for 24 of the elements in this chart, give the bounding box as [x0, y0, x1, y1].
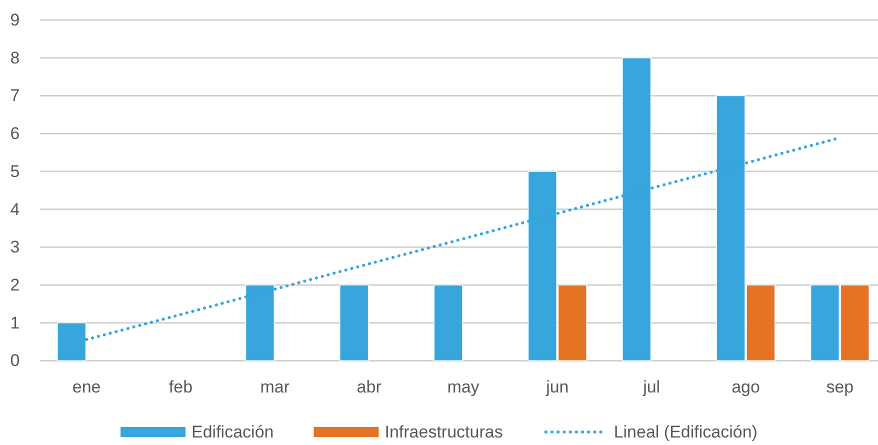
x-tick-label: mar [260, 378, 290, 396]
legend-label: Infraestructuras [384, 422, 503, 442]
x-tick-label: may [447, 378, 480, 396]
y-tick-label: 6 [10, 124, 20, 144]
bar [434, 284, 463, 362]
y-tick-label: 8 [10, 48, 20, 68]
y-tick-label: 1 [10, 313, 20, 332]
x-tick-label: jun [545, 378, 569, 396]
legend-label: Lineal (Edificación) [614, 422, 758, 442]
y-tick-label: 4 [10, 200, 20, 219]
x-tick-label: abr [356, 378, 382, 396]
x-tick-label: feb [168, 378, 193, 396]
bar [339, 284, 369, 362]
y-tick-label: 9 [10, 10, 20, 30]
y-tick-label: 2 [10, 275, 20, 294]
y-tick-label: 7 [10, 86, 20, 106]
x-tick-label: ene [72, 378, 101, 396]
legend-label: Edificación [192, 422, 274, 442]
y-tick-label: 3 [10, 238, 20, 257]
x-tick-label: sep [826, 378, 854, 396]
x-tick-label: jul [642, 378, 660, 396]
y-tick-label: 5 [10, 162, 20, 181]
y-tick-label: 0 [10, 351, 20, 370]
x-tick-label: ago [732, 378, 760, 396]
